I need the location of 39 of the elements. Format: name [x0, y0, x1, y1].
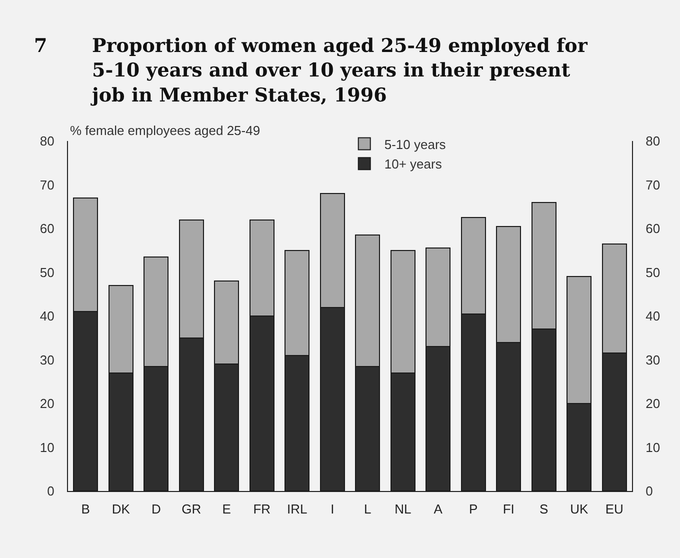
y2-tick-label: 70 [646, 177, 660, 192]
x-tick-label: S [540, 502, 549, 517]
y2-tick-label: 30 [646, 352, 660, 368]
y-tick-label: 60 [40, 221, 54, 236]
x-tick-label: IRL [287, 502, 308, 517]
x-tick-label: P [469, 502, 478, 517]
x-tick-label: FI [502, 502, 514, 517]
legend-label: 10+ years [384, 156, 442, 172]
x-tick-label: E [222, 502, 232, 517]
x-tick-label: EU [605, 502, 624, 517]
y-tick-label: 10 [40, 440, 54, 455]
x-tick-label: B [81, 502, 90, 517]
y2-tick-label: 40 [646, 308, 660, 324]
y-tick-label: 0 [47, 484, 54, 499]
x-tick-label: D [151, 502, 161, 517]
y2-tick-label: 60 [646, 221, 660, 236]
x-tick-label: L [364, 502, 372, 517]
y-tick-label: 80 [40, 134, 54, 149]
y-tick-label: 40 [40, 308, 54, 324]
legend-label: 5-10 years [384, 136, 446, 152]
x-tick-label: UK [570, 502, 588, 517]
x-tick-label: I [330, 502, 334, 517]
y-tick-label: 70 [40, 177, 54, 192]
x-tick-label: DK [112, 502, 130, 517]
y2-tick-label: 0 [646, 484, 653, 499]
x-tick-label: A [434, 502, 443, 517]
chart-title: Proportion of women aged 25-49 employed for 5-10 years and over 10 years in their present job in Member States, 1996 [90, 35, 588, 106]
y2-tick-label: 50 [646, 264, 660, 280]
y-axis-title: % female employees aged 25-49 [70, 123, 260, 138]
x-tick-label: FR [253, 502, 271, 517]
y-tick-label: 50 [40, 264, 54, 280]
y-tick-label: 20 [40, 396, 54, 412]
y-tick-label: 30 [40, 352, 54, 368]
y2-tick-label: 20 [646, 396, 660, 412]
y2-tick-label: 10 [646, 440, 660, 455]
text: 7 [34, 35, 48, 57]
y2-tick-label: 80 [646, 134, 660, 149]
x-tick-label: NL [394, 502, 412, 517]
x-tick-label: GR [182, 502, 202, 517]
